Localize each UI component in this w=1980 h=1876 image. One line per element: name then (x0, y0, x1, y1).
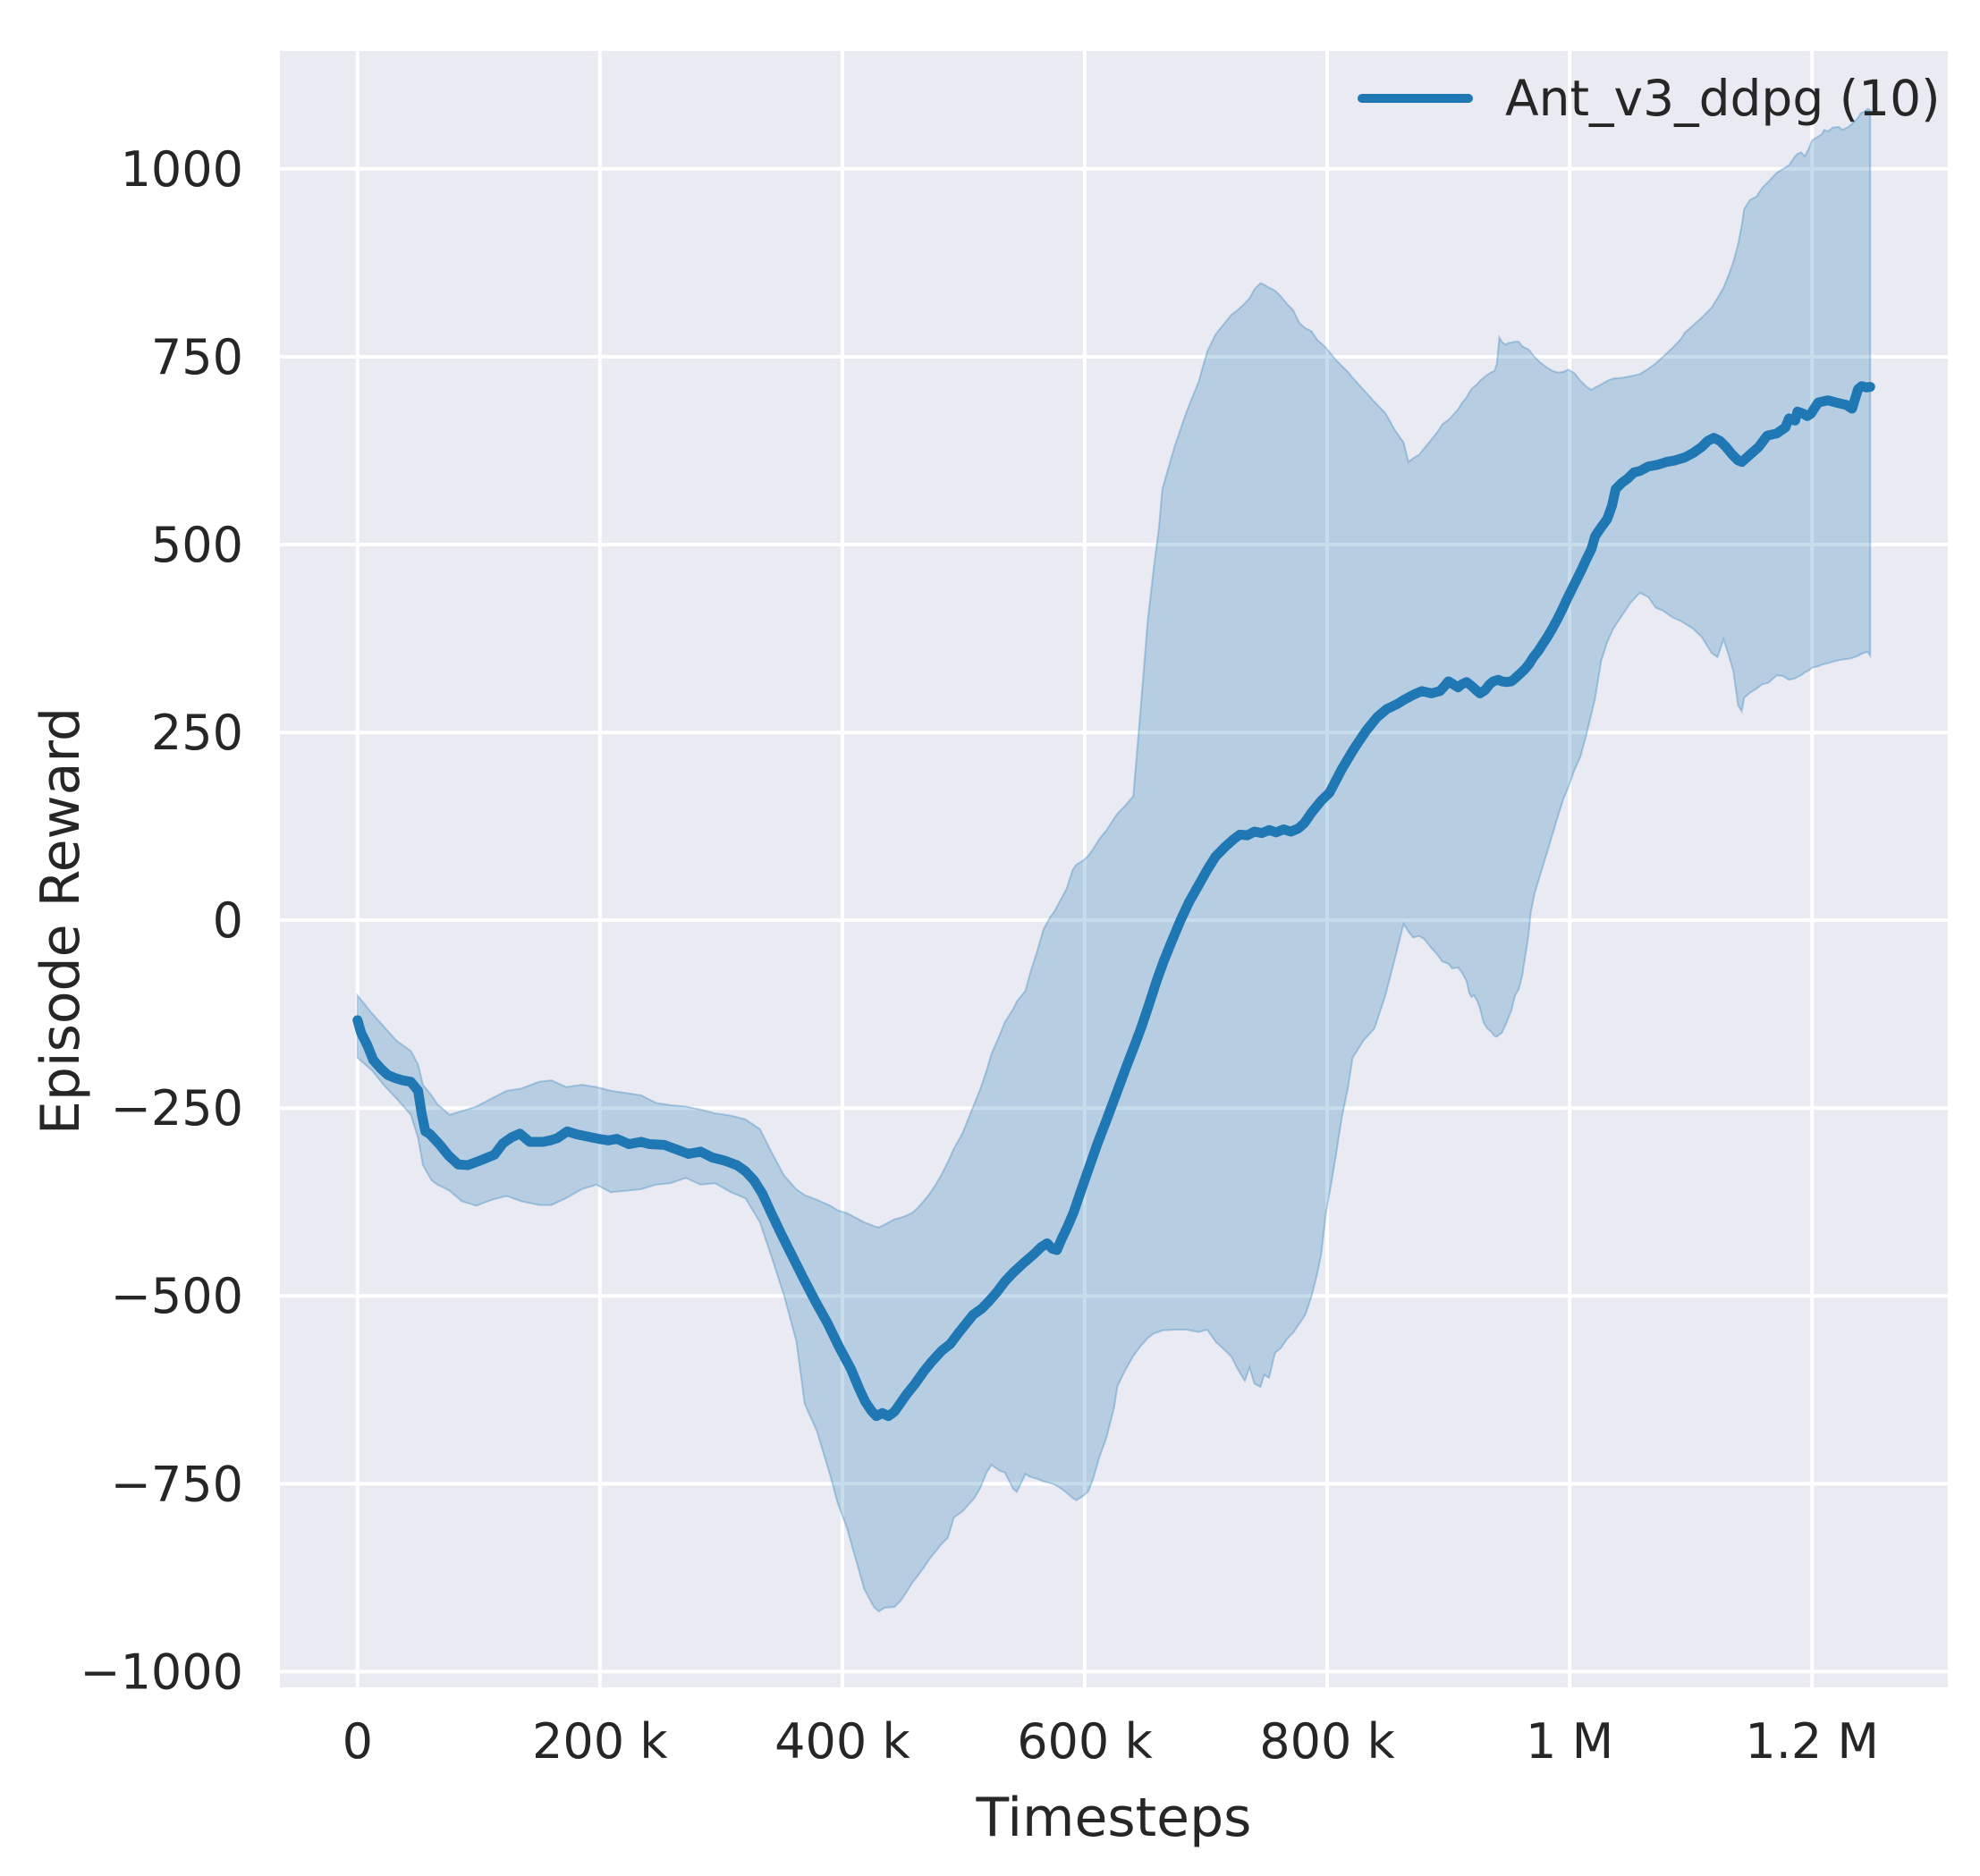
x-tick-label: 200 k (532, 1713, 668, 1770)
y-tick-label: −250 (111, 1080, 243, 1137)
x-tick-label: 600 k (1017, 1713, 1153, 1770)
y-tick-label: −750 (111, 1456, 243, 1512)
x-tick-label: 0 (343, 1713, 373, 1770)
x-tick-label: 1 M (1526, 1713, 1613, 1770)
y-tick-label: 1000 (121, 141, 243, 198)
y-tick-label: 250 (151, 705, 243, 761)
plot-area (280, 51, 1948, 1687)
mean-line (352, 381, 1875, 1422)
y-tick-label: 750 (151, 329, 243, 385)
y-tick-label: 0 (213, 892, 243, 949)
y-tick-label: −500 (111, 1268, 243, 1324)
y-tick-label: 500 (151, 517, 243, 573)
legend-label: Ant_v3_ddpg (10) (1505, 70, 1941, 127)
y-axis-label: Episode Reward (30, 707, 92, 1135)
legend: Ant_v3_ddpg (10) (1358, 70, 1941, 127)
x-tick-label: 400 k (774, 1713, 910, 1770)
x-tick-label: 1.2 M (1745, 1713, 1879, 1770)
y-tick-label: −1000 (80, 1644, 243, 1700)
x-tick-label: 800 k (1259, 1713, 1395, 1770)
confidence-band (356, 107, 1872, 1613)
x-axis-label: Timesteps (976, 1787, 1252, 1849)
